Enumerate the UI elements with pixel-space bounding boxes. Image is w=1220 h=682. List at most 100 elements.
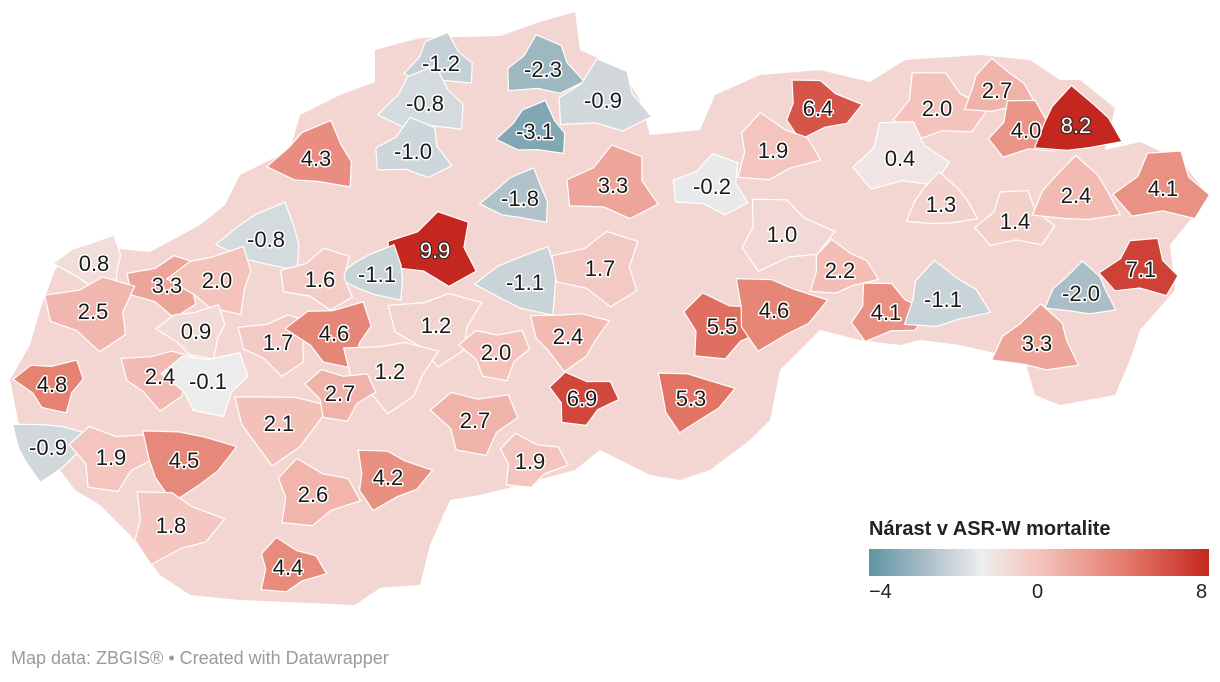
district-region[interactable] bbox=[429, 391, 519, 456]
district-value-label: -0.2 bbox=[693, 174, 731, 199]
district-region[interactable] bbox=[12, 359, 84, 414]
district-value-label: 2.7 bbox=[982, 78, 1013, 103]
district-value-label: -1.8 bbox=[501, 186, 539, 211]
district-region[interactable] bbox=[905, 171, 979, 225]
district-value-label: 4.3 bbox=[301, 146, 332, 171]
district-region[interactable] bbox=[265, 119, 353, 188]
district-value-label: -0.8 bbox=[406, 91, 444, 116]
district-value-label: 5.3 bbox=[676, 386, 707, 411]
district-region[interactable] bbox=[375, 116, 453, 179]
district-value-label: 0.9 bbox=[181, 319, 212, 344]
district-region[interactable] bbox=[357, 449, 434, 512]
district-region[interactable] bbox=[457, 329, 531, 382]
district-region[interactable] bbox=[68, 425, 157, 492]
district-region[interactable] bbox=[672, 152, 749, 216]
district-value-label: 1.8 bbox=[156, 513, 187, 538]
district-value-label: 7.1 bbox=[1126, 257, 1157, 282]
district-region[interactable] bbox=[741, 198, 836, 272]
district-region[interactable] bbox=[1098, 237, 1179, 297]
district-value-label: 4.0 bbox=[1011, 118, 1042, 143]
district-region[interactable] bbox=[499, 432, 569, 489]
district-region[interactable] bbox=[165, 245, 252, 316]
district-region[interactable] bbox=[260, 536, 328, 593]
district-value-label: 4.6 bbox=[759, 298, 790, 323]
district-region[interactable] bbox=[234, 396, 332, 467]
district-region[interactable] bbox=[657, 372, 737, 434]
district-value-label: -0.9 bbox=[584, 88, 622, 113]
district-value-label: -2.3 bbox=[524, 57, 562, 82]
attribution-footer: Map data: ZBGIS® • Created with Datawrap… bbox=[11, 648, 389, 668]
legend-tick-mid: 0 bbox=[1032, 581, 1044, 603]
district-value-label: 9.9 bbox=[420, 238, 451, 263]
district-value-label: 4.1 bbox=[1148, 176, 1179, 201]
district-value-label: 4.1 bbox=[871, 300, 902, 325]
district-value-label: -0.8 bbox=[247, 227, 285, 252]
district-value-label: 0.4 bbox=[885, 146, 916, 171]
district-value-label: 1.2 bbox=[375, 359, 406, 384]
district-value-label: 6.4 bbox=[803, 96, 834, 121]
district-value-label: 1.6 bbox=[305, 267, 336, 292]
district-region[interactable] bbox=[1033, 84, 1123, 151]
district-region[interactable] bbox=[141, 430, 238, 504]
district-value-label: 1.9 bbox=[758, 138, 789, 163]
district-value-label: 1.3 bbox=[926, 192, 957, 217]
district-region[interactable] bbox=[1031, 154, 1122, 221]
district-value-label: 0.8 bbox=[79, 251, 110, 276]
district-region[interactable] bbox=[277, 457, 362, 527]
district-value-label: -1.2 bbox=[422, 51, 460, 76]
district-value-label: -1.1 bbox=[358, 262, 396, 287]
district-region[interactable] bbox=[154, 304, 226, 361]
district-value-label: 1.9 bbox=[515, 449, 546, 474]
district-region[interactable] bbox=[551, 230, 639, 308]
district-region[interactable] bbox=[529, 312, 611, 373]
legend-tick-min: −4 bbox=[869, 581, 892, 603]
district-value-label: -2.0 bbox=[1062, 281, 1100, 306]
legend-title: Nárast v ASR-W mortalite bbox=[869, 518, 1111, 540]
district-region[interactable] bbox=[735, 277, 829, 353]
district-region[interactable] bbox=[134, 491, 226, 566]
district-value-label: 4.8 bbox=[37, 372, 68, 397]
district-region[interactable] bbox=[43, 276, 136, 353]
district-value-label: -1.0 bbox=[394, 139, 432, 164]
district-region[interactable] bbox=[387, 292, 483, 368]
district-region[interactable] bbox=[566, 144, 660, 220]
district-region[interactable] bbox=[786, 79, 864, 141]
district-value-label: 6.9 bbox=[567, 386, 598, 411]
district-region[interactable] bbox=[737, 111, 822, 181]
district-region[interactable] bbox=[903, 259, 992, 328]
district-value-label: 2.6 bbox=[298, 482, 329, 507]
district-region[interactable] bbox=[11, 423, 93, 484]
district-region[interactable] bbox=[1044, 260, 1117, 315]
district-region[interactable] bbox=[494, 99, 566, 154]
district-value-label: 4.6 bbox=[319, 321, 350, 346]
district-value-label: -1.1 bbox=[924, 287, 962, 312]
district-region[interactable] bbox=[892, 72, 990, 144]
district-region[interactable] bbox=[478, 167, 549, 224]
district-region[interactable] bbox=[548, 371, 620, 426]
district-region[interactable] bbox=[160, 351, 249, 418]
district-value-label: 1.4 bbox=[1000, 209, 1031, 234]
district-region[interactable] bbox=[1112, 150, 1211, 220]
district-region[interactable] bbox=[558, 58, 653, 132]
district-region[interactable] bbox=[963, 57, 1036, 113]
district-region[interactable] bbox=[279, 247, 354, 311]
district-region[interactable] bbox=[809, 238, 880, 294]
district-value-label: 2.5 bbox=[78, 299, 109, 324]
district-value-label: 4.5 bbox=[169, 448, 200, 473]
district-value-label: 1.9 bbox=[96, 445, 127, 470]
district-region[interactable] bbox=[990, 303, 1080, 371]
district-value-label: 2.0 bbox=[922, 96, 953, 121]
district-value-label: 1.7 bbox=[263, 330, 294, 355]
district-value-label: -3.1 bbox=[516, 119, 554, 144]
district-region[interactable] bbox=[973, 189, 1056, 247]
district-value-label: 4.4 bbox=[273, 555, 304, 580]
district-region[interactable] bbox=[304, 368, 377, 422]
district-value-label: 2.4 bbox=[145, 364, 176, 389]
district-value-label: 3.3 bbox=[152, 273, 183, 298]
district-value-label: 2.1 bbox=[264, 411, 295, 436]
district-value-label: 8.2 bbox=[1061, 113, 1092, 138]
district-region[interactable] bbox=[507, 33, 586, 94]
district-value-label: 2.0 bbox=[481, 340, 512, 365]
district-value-label: 2.7 bbox=[325, 381, 356, 406]
